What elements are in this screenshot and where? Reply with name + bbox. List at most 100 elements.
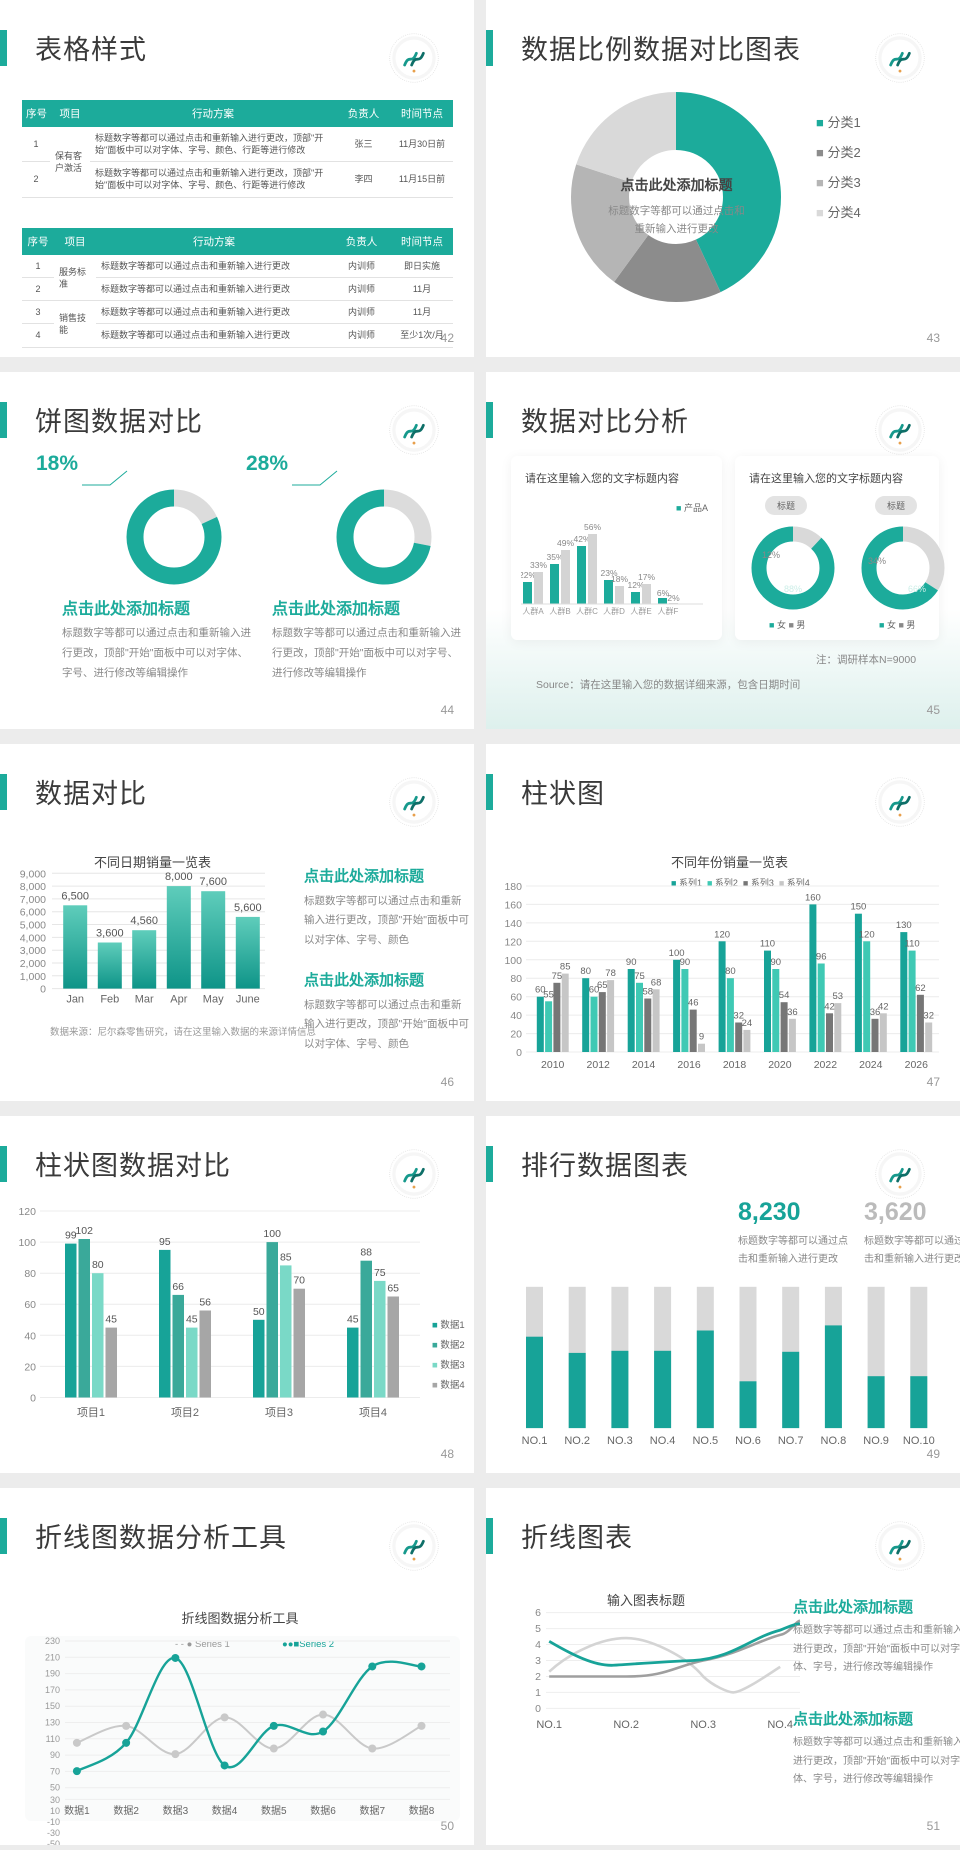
svg-text:9: 9: [699, 1032, 704, 1043]
svg-text:7,600: 7,600: [199, 876, 227, 888]
svg-text:62: 62: [915, 983, 926, 994]
svg-text:NO.2: NO.2: [613, 1719, 639, 1731]
svg-text:9,000: 9,000: [20, 868, 46, 880]
svg-text:88: 88: [360, 1247, 372, 1259]
svg-text:2%: 2%: [667, 593, 680, 603]
svg-text:10: 10: [50, 1806, 60, 1816]
svg-text:NO.1: NO.1: [536, 1719, 562, 1731]
svg-text:7,000: 7,000: [20, 894, 46, 906]
svg-text:65: 65: [387, 1283, 399, 1295]
svg-text:17%: 17%: [638, 572, 655, 582]
svg-text:53: 53: [833, 991, 844, 1002]
svg-text:人群D: 人群D: [603, 606, 625, 616]
svg-text:60: 60: [510, 992, 522, 1004]
svg-text:230: 230: [45, 1636, 60, 1646]
svg-text:90: 90: [771, 957, 782, 968]
svg-text:45: 45: [105, 1314, 117, 1326]
svg-text:12%: 12%: [762, 550, 780, 560]
svg-text:Mar: Mar: [135, 994, 154, 1006]
svg-text:人群A: 人群A: [522, 606, 544, 616]
svg-text:75: 75: [374, 1267, 386, 1279]
svg-text:170: 170: [45, 1685, 60, 1695]
svg-text:4,000: 4,000: [20, 932, 46, 944]
svg-text:2: 2: [535, 1671, 541, 1683]
svg-text:NO.5: NO.5: [692, 1435, 718, 1447]
svg-text:NO.6: NO.6: [735, 1435, 761, 1447]
svg-text:-10: -10: [47, 1817, 60, 1827]
svg-text:150: 150: [45, 1701, 60, 1711]
svg-text:75: 75: [634, 971, 645, 982]
svg-text:24: 24: [742, 1018, 753, 1029]
svg-text:56: 56: [199, 1297, 211, 1309]
svg-text:项目4: 项目4: [359, 1406, 387, 1419]
svg-text:120: 120: [714, 929, 730, 940]
svg-text:NO.3: NO.3: [690, 1719, 716, 1731]
svg-text:Apr: Apr: [170, 994, 187, 1006]
svg-text:80: 80: [725, 966, 736, 977]
svg-text:2016: 2016: [677, 1059, 701, 1071]
svg-text:18%: 18%: [611, 574, 628, 584]
svg-text:120: 120: [859, 929, 875, 940]
svg-text:-50: -50: [47, 1839, 60, 1845]
svg-text:2014: 2014: [632, 1059, 656, 1071]
svg-text:110: 110: [905, 939, 920, 950]
svg-text:120: 120: [504, 936, 522, 948]
svg-text:人群C: 人群C: [576, 606, 598, 616]
svg-text:130: 130: [45, 1718, 60, 1728]
svg-text:130: 130: [896, 920, 912, 931]
svg-text:NO.1: NO.1: [522, 1435, 548, 1447]
svg-text:2020: 2020: [768, 1059, 792, 1071]
svg-text:80: 80: [510, 973, 522, 985]
svg-text:数据3: 数据3: [163, 1804, 189, 1817]
svg-text:36: 36: [787, 1007, 798, 1018]
svg-text:人群B: 人群B: [549, 606, 570, 616]
svg-text:42: 42: [824, 1001, 835, 1012]
svg-text:项目3: 项目3: [265, 1406, 293, 1419]
svg-text:54: 54: [779, 990, 790, 1001]
svg-text:45: 45: [186, 1314, 198, 1326]
svg-text:NO.3: NO.3: [607, 1435, 633, 1447]
svg-text:90: 90: [626, 957, 637, 968]
svg-text:180: 180: [504, 881, 522, 893]
svg-text:NO.2: NO.2: [564, 1435, 590, 1447]
svg-text:NO.4: NO.4: [650, 1435, 676, 1447]
svg-text:49%: 49%: [557, 538, 574, 548]
svg-text:40: 40: [510, 1010, 522, 1022]
svg-text:NO.8: NO.8: [821, 1435, 847, 1447]
svg-text:3,600: 3,600: [96, 928, 124, 940]
svg-text:46: 46: [688, 998, 699, 1009]
svg-text:June: June: [236, 994, 260, 1006]
svg-text:190: 190: [45, 1669, 60, 1679]
svg-text:4,560: 4,560: [130, 915, 158, 927]
svg-text:数据8: 数据8: [409, 1804, 435, 1817]
svg-text:150: 150: [850, 902, 866, 913]
svg-text:80: 80: [24, 1268, 36, 1280]
svg-text:50: 50: [50, 1783, 60, 1793]
svg-text:88%: 88%: [784, 584, 802, 594]
svg-text:140: 140: [504, 918, 522, 930]
svg-text:6,000: 6,000: [20, 907, 46, 919]
svg-text:100: 100: [18, 1237, 36, 1249]
svg-text:2,000: 2,000: [20, 958, 46, 970]
svg-text:2024: 2024: [859, 1059, 883, 1071]
svg-text:2026: 2026: [905, 1059, 929, 1071]
svg-text:20: 20: [24, 1361, 36, 1373]
svg-text:数据2: 数据2: [113, 1804, 139, 1817]
svg-text:4: 4: [535, 1639, 541, 1651]
svg-text:1: 1: [535, 1687, 541, 1699]
svg-text:0: 0: [535, 1703, 541, 1715]
svg-text:160: 160: [504, 899, 522, 911]
svg-text:120: 120: [18, 1206, 36, 1218]
svg-text:2022: 2022: [814, 1059, 838, 1071]
svg-text:60: 60: [24, 1299, 36, 1311]
svg-text:0: 0: [40, 984, 46, 996]
svg-text:6: 6: [535, 1607, 541, 1619]
svg-text:数据1: 数据1: [64, 1804, 90, 1817]
svg-text:45: 45: [347, 1314, 359, 1326]
svg-text:5,000: 5,000: [20, 920, 46, 932]
svg-text:3,000: 3,000: [20, 945, 46, 957]
svg-text:1,000: 1,000: [20, 971, 46, 983]
svg-text:96: 96: [816, 952, 827, 963]
svg-text:2012: 2012: [587, 1059, 611, 1071]
svg-text:数据4: 数据4: [212, 1804, 238, 1817]
